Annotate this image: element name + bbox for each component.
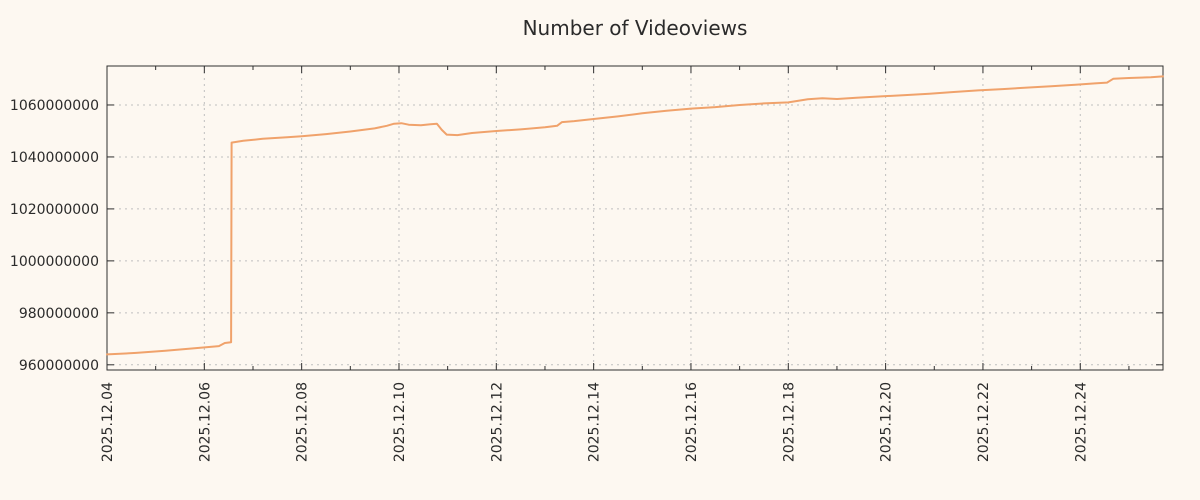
y-tick-label: 980000000	[19, 306, 99, 322]
x-tick-label: 2025.12.04	[100, 382, 116, 462]
x-tick-label: 2025.12.16	[684, 382, 700, 462]
x-tick-label: 2025.12.24	[1073, 382, 1089, 462]
x-tick-label: 2025.12.10	[392, 382, 408, 462]
y-tick-label: 960000000	[19, 358, 99, 374]
x-tick-label: 2025.12.22	[976, 382, 992, 462]
x-tick-label: 2025.12.12	[489, 382, 505, 462]
y-tick-label: 1000000000	[10, 254, 99, 270]
x-tick-label: 2025.12.08	[295, 382, 311, 462]
y-tick-label: 1040000000	[10, 150, 99, 166]
videoviews-series-line	[106, 75, 1164, 356]
y-tick-label: 1060000000	[10, 98, 99, 114]
chart-title: Number of Videoviews	[522, 16, 748, 40]
y-tick-label: 1020000000	[10, 202, 99, 218]
x-tick-label: 2025.12.18	[781, 382, 797, 462]
x-tick-label: 2025.12.14	[587, 382, 603, 462]
x-tick-label: 2025.12.20	[879, 382, 895, 462]
x-tick-label: 2025.12.06	[197, 382, 213, 462]
